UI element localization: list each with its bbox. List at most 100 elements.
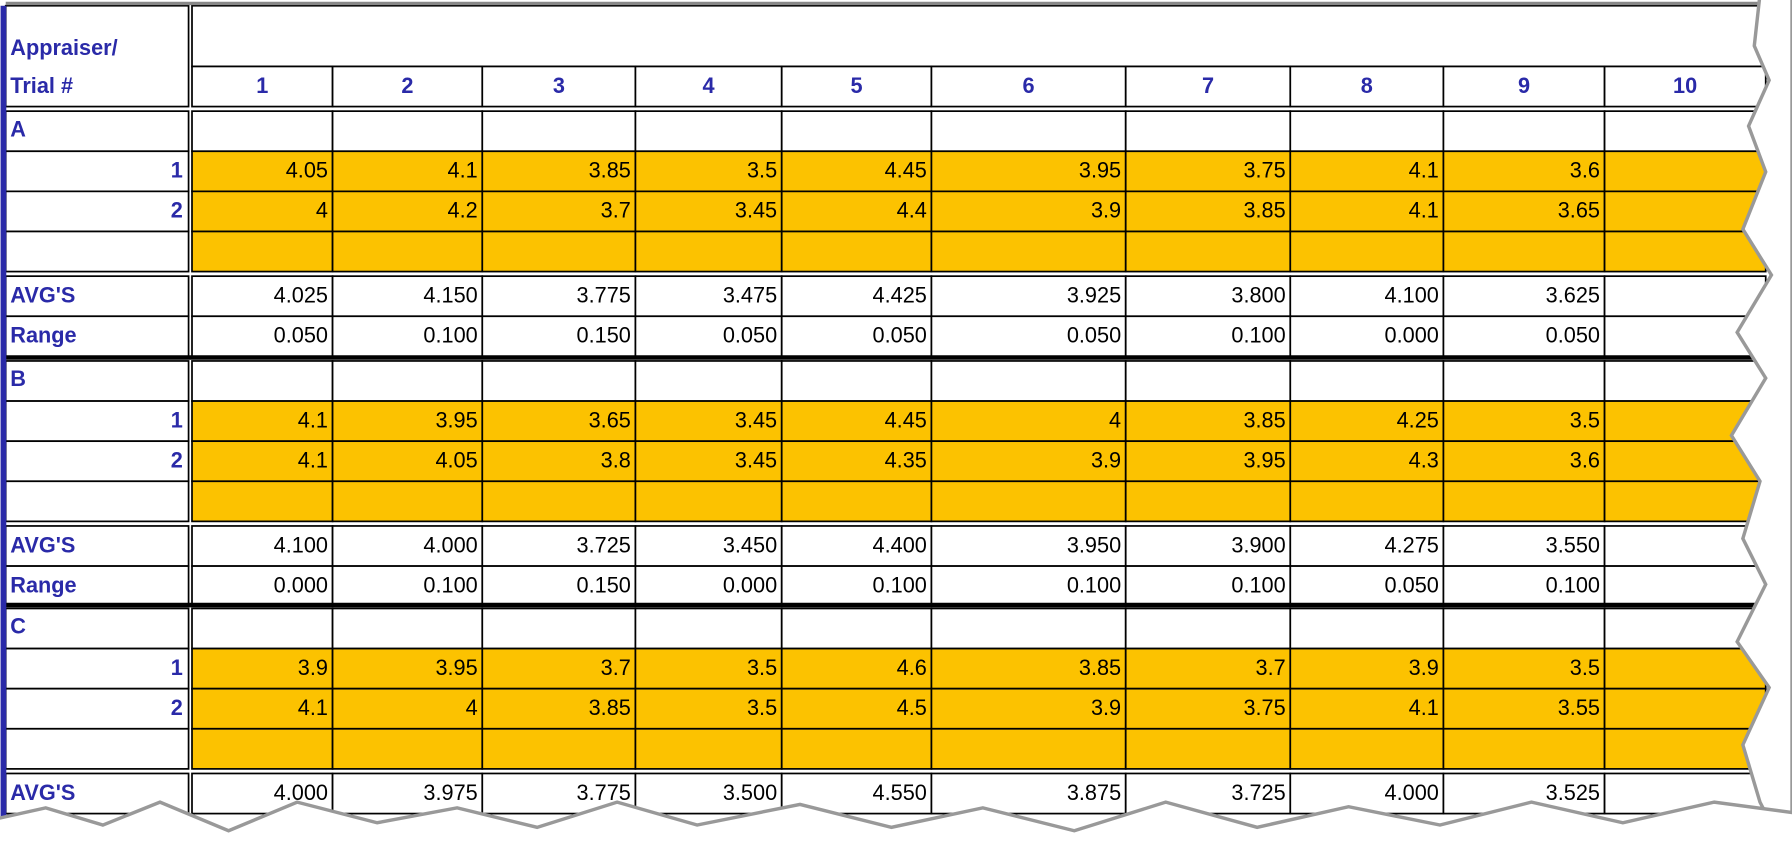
cell bbox=[634, 230, 783, 273]
cell-value: 0.050 bbox=[723, 323, 777, 348]
cell-value: 3.525 bbox=[1546, 780, 1600, 805]
cell bbox=[634, 525, 783, 567]
cell bbox=[780, 230, 933, 273]
cell bbox=[780, 110, 933, 153]
cell-value: 4.6 bbox=[897, 655, 927, 680]
cell-value: 3.85 bbox=[1243, 407, 1285, 432]
cell-value: 3.95 bbox=[1079, 158, 1121, 183]
label-cell bbox=[4, 727, 190, 770]
cell-value: 4.100 bbox=[274, 532, 328, 557]
cell bbox=[1289, 190, 1445, 233]
cell bbox=[930, 772, 1127, 815]
cell-value: 3.9 bbox=[298, 655, 328, 680]
cell bbox=[1603, 480, 1767, 523]
cell-value: 4.1 bbox=[298, 407, 328, 432]
cell-value: 0.050 bbox=[1385, 572, 1439, 597]
cell-value: 0.000 bbox=[723, 572, 777, 597]
label-cell bbox=[4, 110, 190, 153]
cell bbox=[780, 525, 933, 567]
cell bbox=[1603, 687, 1767, 730]
header-cell bbox=[780, 65, 933, 108]
cell bbox=[1289, 480, 1445, 523]
cell-value: 3.45 bbox=[735, 407, 777, 432]
cell bbox=[1289, 525, 1445, 567]
cell bbox=[191, 110, 334, 153]
column-header: 6 bbox=[1023, 73, 1035, 98]
cell bbox=[481, 150, 637, 193]
cell bbox=[1442, 230, 1606, 273]
cell-value: 3.6 bbox=[1570, 448, 1600, 473]
cell bbox=[481, 360, 637, 402]
cell bbox=[634, 110, 783, 153]
cell bbox=[1603, 230, 1767, 273]
cell bbox=[331, 230, 484, 273]
cell bbox=[1442, 190, 1606, 233]
label-cell bbox=[4, 607, 190, 650]
cell bbox=[1289, 647, 1445, 690]
cell bbox=[481, 400, 637, 443]
cell bbox=[1603, 190, 1767, 233]
cell-value: 0.050 bbox=[873, 323, 927, 348]
cell bbox=[1124, 480, 1292, 523]
cell bbox=[634, 772, 783, 815]
cell bbox=[1289, 727, 1445, 770]
cell-value: 3.75 bbox=[1243, 695, 1285, 720]
cell-value: 3.95 bbox=[1243, 448, 1285, 473]
cell-value: 3.625 bbox=[1546, 283, 1600, 308]
cell bbox=[1124, 110, 1292, 153]
header-cell bbox=[331, 65, 484, 108]
cell bbox=[1124, 315, 1292, 358]
cell-value: 4 bbox=[1109, 407, 1121, 432]
cell-value: 3.500 bbox=[723, 780, 777, 805]
cell bbox=[481, 607, 637, 650]
trial-label: 1 bbox=[171, 655, 183, 680]
cell-value: 0.000 bbox=[274, 572, 328, 597]
cell bbox=[1603, 525, 1767, 567]
row-label: Range bbox=[10, 323, 76, 348]
cell bbox=[331, 480, 484, 523]
label-cell bbox=[4, 647, 190, 690]
cell bbox=[331, 360, 484, 402]
cell-value: 3.85 bbox=[1079, 655, 1121, 680]
appraiser-label: A bbox=[10, 116, 26, 141]
cell bbox=[1603, 647, 1767, 690]
cell-value: 3.450 bbox=[723, 532, 777, 557]
column-header: 4 bbox=[703, 73, 715, 98]
cell bbox=[930, 400, 1127, 443]
label-cell bbox=[4, 440, 190, 483]
cell-value: 3.85 bbox=[589, 695, 631, 720]
cell-value: 3.975 bbox=[423, 780, 477, 805]
cell-value: 4.1 bbox=[298, 448, 328, 473]
cell-value: 3.55 bbox=[1558, 695, 1600, 720]
cell-value: 0.100 bbox=[1546, 572, 1600, 597]
cell-value: 3.550 bbox=[1546, 532, 1600, 557]
column-header: 5 bbox=[851, 73, 863, 98]
cell-value: 4.275 bbox=[1385, 532, 1439, 557]
header-cell bbox=[1442, 65, 1606, 108]
cell-value: 3.95 bbox=[435, 655, 477, 680]
column-header: 10 bbox=[1673, 73, 1697, 98]
cell-value: 4.05 bbox=[286, 158, 328, 183]
cell bbox=[780, 440, 933, 483]
cell bbox=[634, 607, 783, 650]
cell-value: 4.35 bbox=[885, 448, 927, 473]
cell-value: 4.1 bbox=[448, 158, 478, 183]
cell-value: 3.725 bbox=[577, 532, 631, 557]
cell-value: 3.5 bbox=[747, 158, 777, 183]
row-label: AVG'S bbox=[10, 283, 75, 308]
label-cell bbox=[4, 400, 190, 443]
cell-value: 3.5 bbox=[1570, 655, 1600, 680]
cell bbox=[331, 647, 484, 690]
cell bbox=[780, 480, 933, 523]
cell-value: 3.85 bbox=[1243, 198, 1285, 223]
cell-value: 3.9 bbox=[1091, 448, 1121, 473]
cell bbox=[1442, 727, 1606, 770]
cell-value: 0.000 bbox=[1385, 323, 1439, 348]
cell-value: 0.100 bbox=[1231, 323, 1285, 348]
cell bbox=[191, 190, 334, 233]
cell-value: 4.400 bbox=[873, 532, 927, 557]
row-label: Range bbox=[10, 572, 76, 597]
cell-value: 4.3 bbox=[1409, 448, 1439, 473]
cell-value: 3.8 bbox=[601, 448, 631, 473]
